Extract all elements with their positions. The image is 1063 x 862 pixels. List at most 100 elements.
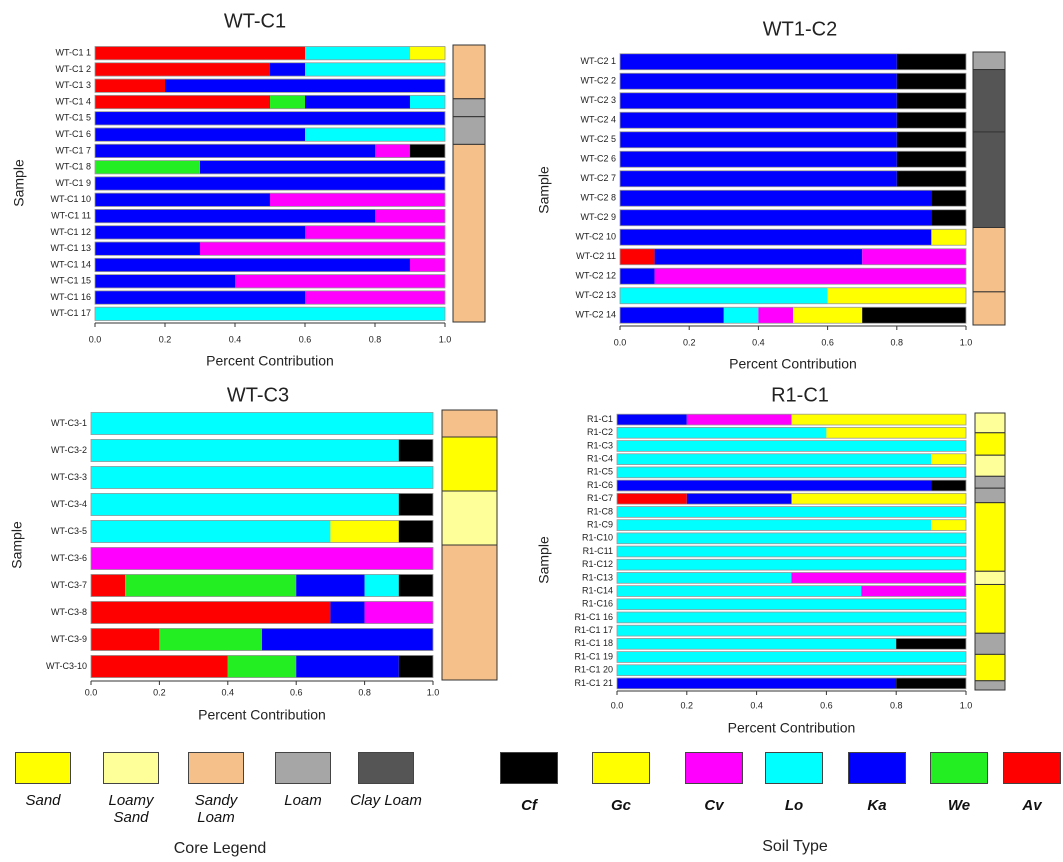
core-layer <box>973 52 1005 70</box>
y-tick-label: R1-C1 16 <box>574 612 613 622</box>
bar-segment: Cf <box>399 493 433 515</box>
y-tick-label: WT-C1 6 <box>55 129 91 139</box>
y-tick-label: R1-C11 <box>583 546 613 556</box>
x-axis-label: Percent Contribution <box>729 356 857 372</box>
x-tick-label: 0.2 <box>681 700 694 710</box>
bar-segment: Cv <box>235 275 445 288</box>
y-tick-label: R1-C1 18 <box>574 638 613 648</box>
core-layer <box>442 437 497 491</box>
y-tick-label: WT-C1 13 <box>50 243 91 253</box>
core-legend-label: Sand <box>3 792 83 809</box>
bar-segment: Gc <box>793 307 862 323</box>
y-axis-label: Sample <box>536 166 552 214</box>
bar-segment: Cv <box>305 226 445 239</box>
soil-legend-swatch <box>500 752 558 784</box>
x-tick-label: 0.0 <box>611 700 624 710</box>
bar-segment: Av <box>91 601 330 623</box>
bar-segment: Cv <box>365 601 433 623</box>
soil-legend-swatch <box>592 752 650 784</box>
bar-segment: Ka <box>95 242 200 255</box>
y-tick-label: R1-C7 <box>587 493 613 503</box>
y-tick-label: WT-C1 8 <box>55 162 91 172</box>
bar-segment: Cv <box>270 193 445 206</box>
y-tick-label: R1-C16 <box>582 599 613 609</box>
y-tick-label: WT-C2 13 <box>575 290 616 300</box>
soil-legend-swatch <box>685 752 743 784</box>
bar-segment: Ka <box>620 307 724 323</box>
bar-segment: Cv <box>792 572 967 583</box>
core-layer <box>973 228 1005 292</box>
chart-title: R1-C1 <box>771 384 829 406</box>
bar-segment: Ka <box>620 268 655 284</box>
core-layer <box>975 455 1005 476</box>
bar-segment: Cf <box>897 54 966 70</box>
bar-segment: Gc <box>931 454 966 465</box>
core-layer <box>975 433 1005 455</box>
x-tick-label: 0.4 <box>750 700 763 710</box>
bar-segment: Cv <box>375 144 410 157</box>
bar-segment: Ka <box>95 226 305 239</box>
bar-segment: Lo <box>617 612 966 623</box>
bar-segment: Lo <box>617 599 966 610</box>
core-layer <box>975 571 1005 584</box>
bar-segment: Gc <box>828 288 966 304</box>
y-tick-label: WT-C1 2 <box>55 64 91 74</box>
bar-segment: Lo <box>91 520 330 542</box>
y-tick-label: WT-C2 12 <box>575 271 616 281</box>
core-layer <box>975 654 1005 680</box>
bar-segment: Ka <box>165 79 445 92</box>
x-tick-label: 0.6 <box>299 334 312 344</box>
y-tick-label: WT-C1 17 <box>50 308 91 318</box>
core-legend-swatch <box>15 752 71 784</box>
bar-segment: Av <box>95 79 165 92</box>
x-tick-label: 0.6 <box>821 337 834 347</box>
y-tick-label: R1-C10 <box>582 533 613 543</box>
y-tick-label: R1-C1 19 <box>574 651 613 661</box>
soil-legend-label: Av <box>997 797 1063 814</box>
bar-segment: Ka <box>95 291 305 304</box>
y-tick-label: R1-C1 <box>587 414 613 424</box>
y-tick-label: R1-C2 <box>587 427 613 437</box>
bar-segment: Ka <box>296 655 399 677</box>
chart-title: WT-C1 <box>224 10 286 32</box>
bar-segment: Lo <box>617 559 966 570</box>
bar-segment: Cv <box>375 209 445 222</box>
bar-segment: Lo <box>617 441 966 452</box>
bar-segment: Cf <box>410 144 445 157</box>
bar-segment: Cv <box>862 249 966 265</box>
x-tick-label: 0.2 <box>153 687 166 697</box>
x-tick-label: 1.0 <box>960 337 973 347</box>
y-tick-label: WT-C3-7 <box>51 580 87 590</box>
y-tick-label: R1-C12 <box>582 559 613 569</box>
bar-segment: Ka <box>270 63 305 76</box>
bar-segment: Cf <box>897 132 966 148</box>
bar-segment: Av <box>95 46 305 59</box>
x-tick-label: 0.4 <box>222 687 235 697</box>
bar-segment: Cf <box>862 307 966 323</box>
bar-segment: Cf <box>897 151 966 167</box>
y-tick-label: WT-C1 12 <box>50 227 91 237</box>
bar-segment: Ka <box>296 574 364 596</box>
bar-segment: Ka <box>95 258 410 271</box>
y-tick-label: WT-C1 11 <box>51 210 91 220</box>
core-legend-title: Core Legend <box>140 840 300 858</box>
core-layer <box>975 488 1005 503</box>
bar-segment: Lo <box>305 128 445 141</box>
bar-segment: Av <box>91 655 228 677</box>
bar-segment: Ka <box>95 144 375 157</box>
x-tick-label: 0.8 <box>890 700 903 710</box>
figure: WT-C1 Percent Contribution Sample 0.0 0.2 0.4… <box>0 0 1063 862</box>
bar-segment: Lo <box>95 307 445 320</box>
soil-legend-label: Cv <box>679 797 749 814</box>
soil-legend-swatch <box>765 752 823 784</box>
core-legend-swatch <box>358 752 414 784</box>
y-tick-label: WT-C3-6 <box>51 553 87 563</box>
y-tick-label: WT-C1 15 <box>50 276 91 286</box>
soil-legend-label: We <box>924 797 994 814</box>
x-tick-label: 0.0 <box>614 337 627 347</box>
soil-legend-label: Ka <box>842 797 912 814</box>
bar-segment: Lo <box>305 46 410 59</box>
y-tick-label: WT-C2 1 <box>580 56 616 66</box>
bar-segment: Ka <box>620 73 897 89</box>
bar-segment: Ka <box>620 112 897 128</box>
